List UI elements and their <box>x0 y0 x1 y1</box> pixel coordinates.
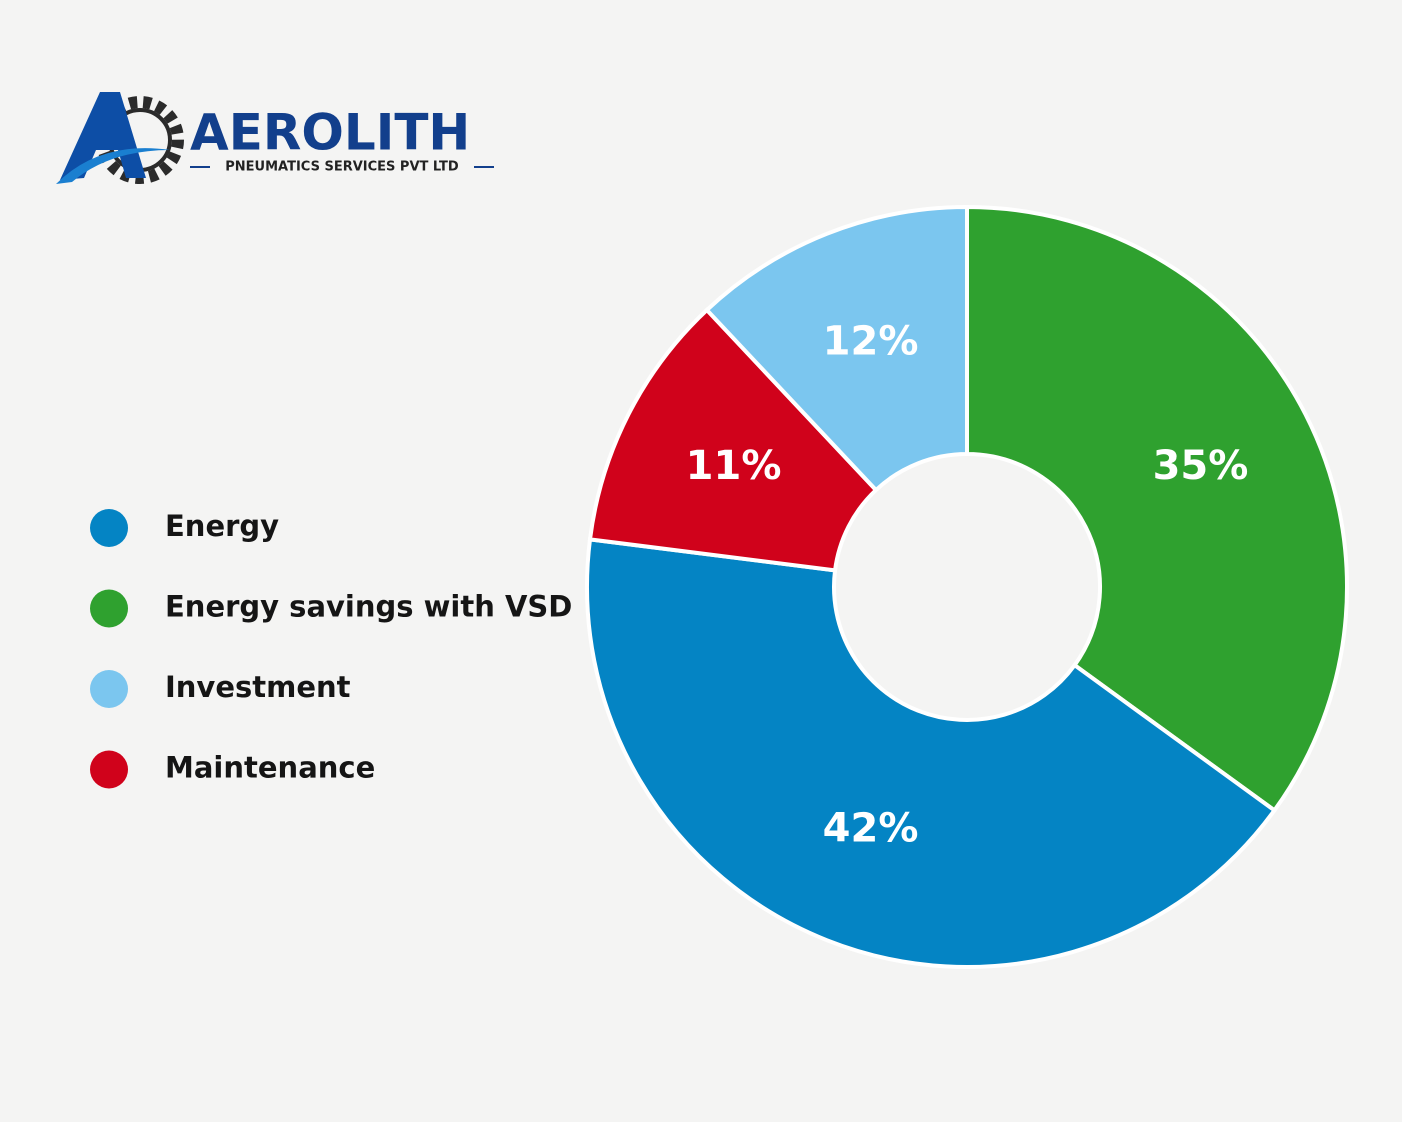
slice-label: 12% <box>823 318 919 364</box>
logo-tagline: PNEUMATICS SERVICES PVT LTD <box>225 160 459 175</box>
logo-a <box>60 92 146 180</box>
legend-label: Investment <box>165 670 351 704</box>
slice-label: 42% <box>823 806 919 852</box>
logo: AEROLITH PNEUMATICS SERVICES PVT LTD <box>56 92 494 184</box>
legend-swatch <box>90 509 128 547</box>
logo-name: AEROLITH <box>190 104 470 162</box>
legend-label: Energy <box>165 509 279 543</box>
logo-swoosh <box>56 148 170 184</box>
legend-label: Energy savings with VSD <box>165 590 572 624</box>
slice-label: 11% <box>686 443 782 489</box>
legend-swatch <box>90 670 128 708</box>
slice-label: 35% <box>1153 443 1249 489</box>
slice <box>704 204 969 493</box>
slice <box>587 307 879 573</box>
legend-label: Maintenance <box>165 751 375 785</box>
legend-swatch <box>90 589 128 628</box>
slice <box>965 204 1349 814</box>
slice <box>584 537 1278 969</box>
legend-swatch <box>90 750 128 789</box>
